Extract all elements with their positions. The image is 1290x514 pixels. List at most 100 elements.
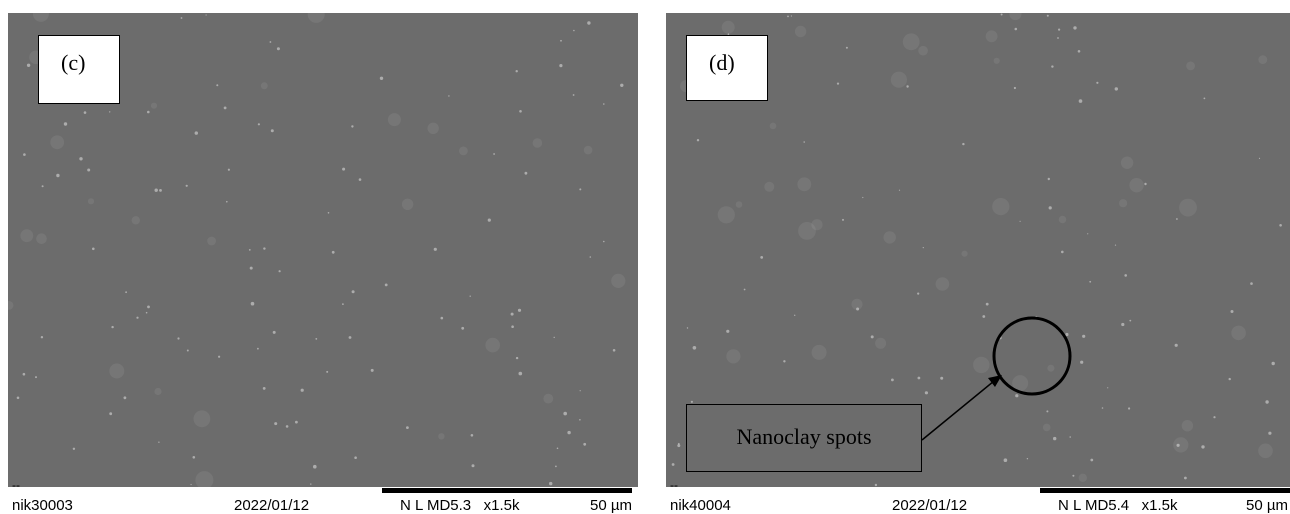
speckle [434,248,437,251]
speckle [567,431,570,434]
speckle [23,153,26,156]
speckle [579,419,581,421]
speckle [50,135,64,149]
speckle [573,30,575,32]
speckle [448,95,449,96]
speckle [342,168,345,171]
marker: -- [670,478,678,492]
info-bar: -- nik40004 2022/01/12 N L MD5.4 x1.5k 5… [658,486,1290,514]
speckle [251,302,255,306]
speckle [519,110,522,113]
speckle [257,348,259,350]
speckle [563,412,567,416]
speckle [428,123,439,134]
speckle [371,369,374,372]
speckle [154,388,161,395]
speckle [555,466,557,468]
speckle [195,471,213,487]
speckle [84,111,87,114]
speckle [587,21,590,24]
info-bar: -- nik30003 2022/01/12 N L MD5.3 x1.5k 5… [0,486,640,514]
speckle [406,426,409,429]
speckle [301,389,304,392]
speckle [186,185,188,187]
scale-label: 50 µm [1246,497,1288,514]
scale-label: 50 µm [590,497,632,514]
speckle [23,373,26,376]
speckle [194,410,211,427]
speckle [88,198,94,204]
speckle [472,464,475,467]
speckle [79,157,82,160]
speckle [218,356,220,358]
speckle [258,123,260,125]
speckle [193,456,196,459]
speckle [620,84,623,87]
speckle [560,40,562,42]
speckle [519,372,523,376]
speckle [603,103,605,105]
marker: -- [12,478,20,492]
speckle [136,317,138,319]
speckle [573,94,575,96]
scale-bar [382,488,632,493]
speckle [351,125,353,127]
speckle [485,338,500,353]
speckle [493,153,495,155]
image-id: nik40004 [670,497,731,514]
speckle [388,113,401,126]
speckle [488,219,491,222]
speckle [584,146,593,155]
speckle [64,122,67,125]
speckle [261,82,268,89]
speckle [177,337,179,339]
speckle [27,64,30,67]
speckle [332,251,335,254]
speckle [543,394,553,404]
highlight-circle [994,318,1070,394]
speckle [559,64,562,67]
speckle [328,212,330,214]
micrograph: (d) Nanoclay spots [666,13,1290,487]
speckle [349,336,352,339]
speckle [385,284,388,287]
speckle [132,216,140,224]
speckle [590,256,592,258]
speckle [36,233,47,244]
speckle [315,338,317,340]
speckle [342,303,344,305]
speckle [274,422,277,425]
speckle [286,425,289,428]
speckle [228,169,230,171]
speckle [73,448,75,450]
speckle [277,47,280,50]
speckle [313,465,317,469]
speckle [151,103,157,109]
speckle [124,396,127,399]
speckle [359,178,362,181]
speckle [109,111,110,112]
speckle [147,111,150,114]
scale-bar [1040,488,1290,493]
arrow-head [988,375,1002,387]
speckle [109,364,124,379]
image-id: nik30003 [12,497,73,514]
speckle [533,138,543,148]
speckle [226,201,228,203]
speckle [518,309,521,312]
speckle [8,301,13,310]
speckle [525,172,528,175]
speckle [20,229,33,242]
speckle [380,77,383,80]
speckle [125,291,127,293]
speckle [279,270,281,272]
speckle [159,189,162,192]
speckle [155,189,158,192]
speckle [308,13,325,23]
speckle [471,434,474,437]
speckle [41,336,43,338]
speckle [516,70,518,72]
annotation-overlay [666,13,1290,487]
speckle [295,421,298,424]
speckle [352,290,355,293]
